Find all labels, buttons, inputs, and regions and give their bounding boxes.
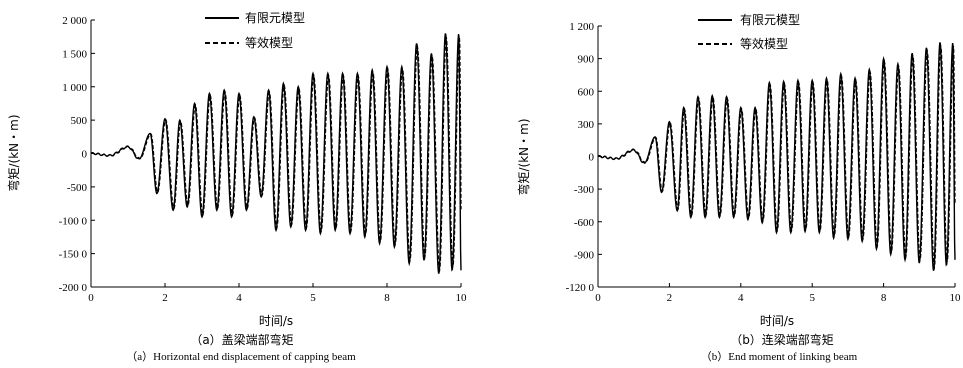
chart-linking-beam-moment: -120 0 -900 -600 -300 0 300 600 900 1 200 0 2 4 5 8 1… — [516, 13, 961, 363]
x-tick-label: 4 — [738, 292, 744, 304]
y-tick-label: -200 0 — [59, 282, 88, 294]
y-tick-labels: -200 0 -150 0 -100 0 -500 0 500 1 000 1 500 2 00… — [59, 15, 95, 294]
caption: （a）盖梁端部弯矩 — [190, 332, 293, 347]
y-axis-label: 弯矩/(kN・m) — [516, 118, 531, 195]
x-tick-label: 5 — [809, 292, 815, 304]
x-tick-label: 8 — [384, 292, 390, 304]
y-tick-label: -150 0 — [59, 249, 88, 261]
caption-english: （b）End moment of linking beam — [701, 350, 858, 363]
y-tick-label: 1 500 — [62, 48, 87, 60]
y-tick-label: 500 — [71, 115, 88, 127]
series-lines — [90, 33, 462, 274]
x-tick-label: 5 — [310, 292, 316, 304]
x-tick-label: 0 — [595, 292, 601, 304]
y-tick-label: -100 0 — [59, 215, 88, 227]
y-tick-label: 900 — [578, 54, 595, 66]
series-lines — [597, 42, 956, 271]
y-tick-label: -120 0 — [566, 282, 595, 294]
caption-english: （a）Horizontal end displacement of cappin… — [126, 350, 356, 363]
x-tick-label: 10 — [456, 292, 468, 304]
x-tick-label: 10 — [950, 292, 962, 304]
y-tick-labels: -120 0 -900 -600 -300 0 300 600 900 1 200 — [566, 21, 602, 294]
y-tick-label: 1 200 — [569, 21, 594, 33]
legend-label-equivalent: 等效模型 — [245, 35, 293, 50]
x-tick-label: 2 — [667, 292, 673, 304]
x-axis-label: 时间/s — [760, 314, 794, 328]
x-tick-labels: 0 2 4 5 8 10 — [88, 283, 467, 304]
series-line-fem — [90, 33, 462, 274]
y-tick-label: 600 — [578, 86, 595, 98]
series-line-equivalent — [90, 36, 462, 273]
legend-label-fem: 有限元模型 — [245, 11, 305, 25]
y-tick-label: 2 000 — [62, 15, 87, 27]
y-tick-label: 0 — [82, 149, 88, 161]
y-tick-label: -500 — [67, 182, 88, 194]
y-tick-label: 1 000 — [62, 82, 87, 94]
x-tick-labels: 0 2 4 5 8 10 — [595, 283, 961, 304]
y-axis-label: 弯矩/(kN・m) — [6, 114, 21, 191]
legend-label-fem: 有限元模型 — [740, 13, 800, 27]
y-tick-label: -900 — [574, 249, 595, 261]
legend-label-equivalent: 等效模型 — [740, 36, 788, 51]
x-tick-label: 0 — [88, 292, 94, 304]
y-tick-label: 300 — [578, 119, 595, 131]
x-tick-label: 2 — [162, 292, 168, 304]
x-tick-label: 4 — [236, 292, 242, 304]
series-line-fem — [597, 42, 956, 271]
y-tick-label: -600 — [574, 217, 595, 229]
x-tick-label: 8 — [881, 292, 887, 304]
x-axis-label: 时间/s — [259, 314, 293, 328]
y-tick-label: -300 — [574, 184, 595, 196]
y-tick-label: 0 — [589, 152, 595, 164]
series-line-equivalent — [597, 45, 956, 270]
caption: （b）连梁端部弯矩 — [730, 332, 834, 347]
